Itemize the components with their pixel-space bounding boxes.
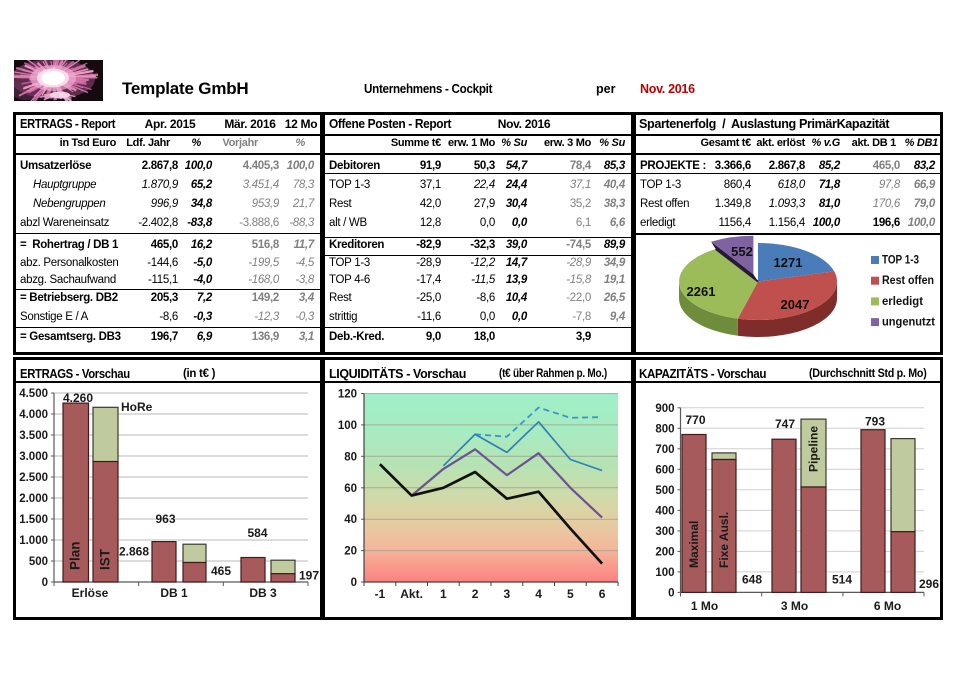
- svg-text:3 Mo: 3 Mo: [781, 599, 808, 613]
- svg-text:DB 1: DB 1: [160, 586, 188, 600]
- svg-text:4.000: 4.000: [19, 409, 48, 421]
- svg-text:3: 3: [504, 587, 511, 601]
- svg-text:6: 6: [599, 587, 606, 601]
- svg-text:770: 770: [685, 413, 705, 427]
- svg-text:Fixe Ausl.: Fixe Ausl.: [717, 512, 731, 568]
- svg-text:648: 648: [742, 573, 762, 587]
- svg-text:2.868: 2.868: [119, 545, 149, 559]
- svg-text:IST: IST: [98, 548, 113, 570]
- svg-text:197: 197: [299, 569, 319, 583]
- svg-text:200: 200: [655, 546, 674, 558]
- svg-text:5: 5: [567, 587, 574, 601]
- svg-text:DB 3: DB 3: [249, 586, 277, 600]
- svg-text:120: 120: [338, 389, 357, 401]
- svg-text:1: 1: [440, 587, 447, 601]
- svg-text:100: 100: [338, 420, 357, 432]
- svg-text:2: 2: [472, 587, 479, 601]
- svg-text:584: 584: [247, 526, 267, 540]
- svg-text:100: 100: [655, 567, 674, 579]
- svg-text:Akt.: Akt.: [400, 587, 423, 601]
- svg-text:Rest offen: Rest offen: [882, 275, 934, 287]
- svg-text:2.500: 2.500: [19, 472, 48, 484]
- svg-text:514: 514: [832, 573, 852, 587]
- svg-text:2.000: 2.000: [19, 493, 48, 505]
- svg-text:1.000: 1.000: [19, 535, 48, 547]
- svg-text:963: 963: [155, 512, 175, 526]
- svg-text:0: 0: [42, 577, 48, 589]
- svg-text:1271: 1271: [774, 255, 803, 270]
- svg-text:Erlöse: Erlöse: [72, 586, 109, 600]
- svg-text:793: 793: [865, 415, 885, 429]
- svg-text:600: 600: [655, 464, 674, 476]
- svg-text:4.500: 4.500: [19, 388, 48, 400]
- svg-text:erledigt: erledigt: [882, 296, 923, 308]
- svg-text:Plan: Plan: [68, 541, 83, 570]
- svg-text:747: 747: [775, 417, 795, 431]
- svg-text:TOP 1-3: TOP 1-3: [882, 255, 919, 267]
- svg-text:296: 296: [919, 577, 939, 591]
- svg-text:2261: 2261: [687, 284, 716, 299]
- svg-text:4.260: 4.260: [63, 391, 93, 405]
- svg-text:500: 500: [655, 485, 674, 497]
- svg-text:1 Mo: 1 Mo: [691, 599, 718, 613]
- svg-text:3.000: 3.000: [19, 451, 48, 463]
- svg-text:800: 800: [655, 423, 674, 435]
- svg-text:20: 20: [344, 546, 357, 558]
- svg-text:80: 80: [344, 451, 357, 463]
- svg-text:60: 60: [344, 483, 357, 495]
- svg-text:700: 700: [655, 444, 674, 456]
- svg-text:900: 900: [655, 403, 674, 415]
- svg-text:3.500: 3.500: [19, 430, 48, 442]
- svg-text:465: 465: [211, 564, 231, 578]
- svg-text:552: 552: [731, 244, 753, 259]
- svg-text:0: 0: [351, 577, 357, 589]
- svg-text:ungenutzt: ungenutzt: [882, 317, 935, 329]
- svg-text:400: 400: [655, 505, 674, 517]
- svg-text:40: 40: [344, 514, 357, 526]
- svg-text:4: 4: [535, 587, 542, 601]
- svg-text:HoRe: HoRe: [121, 400, 153, 414]
- svg-text:6 Mo: 6 Mo: [874, 599, 901, 613]
- svg-text:500: 500: [29, 556, 48, 568]
- svg-text:-1: -1: [375, 587, 386, 601]
- svg-text:Maximal: Maximal: [687, 521, 701, 568]
- svg-text:1.500: 1.500: [19, 514, 48, 526]
- svg-text:2047: 2047: [781, 297, 810, 312]
- svg-text:300: 300: [655, 526, 674, 538]
- svg-text:Pipeline: Pipeline: [807, 426, 821, 472]
- svg-text:0: 0: [668, 587, 674, 599]
